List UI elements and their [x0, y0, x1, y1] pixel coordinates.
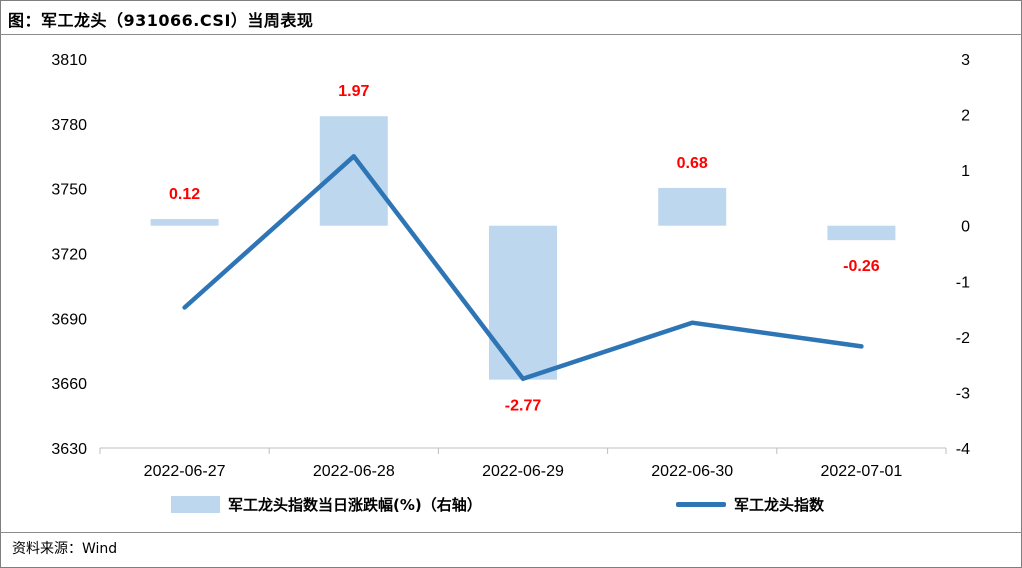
bar	[658, 187, 727, 226]
y-right-tick-label: 3	[961, 52, 970, 69]
title-divider	[0, 34, 1022, 35]
y-right-tick-label: 2	[961, 108, 970, 125]
bar	[827, 225, 896, 241]
source-divider	[0, 532, 1022, 533]
x-axis-tick-label: 2022-06-29	[482, 463, 564, 480]
y-right-tick-label: -4	[956, 441, 970, 458]
x-axis-tick-label: 2022-07-01	[820, 463, 902, 480]
y-left-tick-label: 3630	[51, 441, 87, 458]
x-axis-tick-label: 2022-06-28	[313, 463, 395, 480]
bar	[489, 225, 557, 380]
y-right-tick-label: -1	[956, 274, 970, 291]
y-left-tick-label: 3660	[51, 376, 87, 393]
legend-item-line: 军工龙头指数	[676, 494, 824, 515]
x-axis-tick-label: 2022-06-27	[144, 463, 226, 480]
legend-swatch-line	[676, 502, 726, 507]
chart-title: 图：军工龙头（931066.CSI）当周表现	[8, 11, 314, 30]
y-left-tick-label: 3720	[51, 247, 87, 264]
bar	[319, 116, 388, 226]
y-right-tick-label: 1	[961, 163, 970, 180]
bar-data-label: 0.68	[677, 155, 708, 172]
legend-item-bars: 军工龙头指数当日涨跌幅(%)（右轴）	[171, 494, 482, 515]
legend-label-bars: 军工龙头指数当日涨跌幅(%)（右轴）	[228, 496, 482, 514]
x-axis-tick-label: 2022-06-30	[651, 463, 733, 480]
chart-plot: 3630 3660 3690 3720 3750 3780 3810 -4 -3 -2 -1 0 1 2 3…	[51, 52, 970, 480]
legend-label-line: 军工龙头指数	[734, 496, 825, 514]
bar-data-label: 0.12	[169, 186, 200, 203]
y-right-tick-label: 0	[961, 219, 970, 236]
index-line	[182, 154, 864, 382]
y-left-tick-label: 3690	[51, 311, 87, 328]
bar-data-label: 1.97	[338, 83, 369, 100]
legend-swatch-bar	[171, 496, 220, 513]
y-right-tick-label: -3	[956, 385, 970, 402]
bar	[150, 219, 219, 226]
bar-data-label: -0.26	[843, 258, 880, 275]
y-right-tick-label: -2	[956, 330, 970, 347]
bar-data-label: -2.77	[505, 398, 542, 415]
y-left-tick-label: 3750	[51, 182, 87, 199]
y-left-tick-label: 3810	[51, 52, 87, 69]
y-left-tick-label: 3780	[51, 117, 87, 134]
source-note: 资料来源：Wind	[12, 541, 118, 557]
